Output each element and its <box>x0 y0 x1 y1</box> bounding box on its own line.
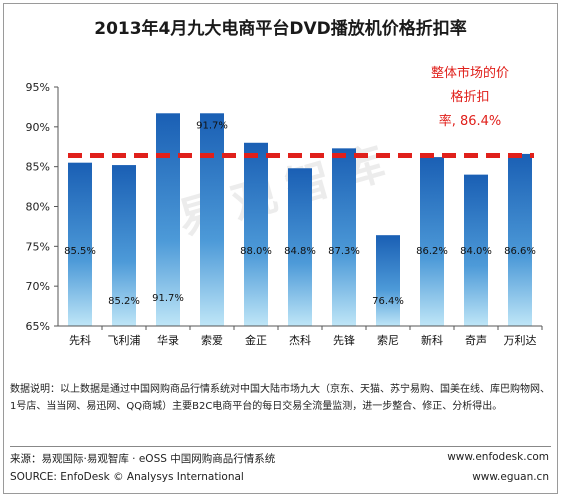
data-note: 数据说明：以上数据是通过中国网购商品行情系统对中国大陆市场九大（京东、天猫、苏宁… <box>10 384 550 412</box>
chart-frame: 2013年4月九大电商平台DVD播放机价格折扣率 易观智库 65% 70% 75% 8… <box>3 3 558 494</box>
value-label: 88.0% <box>240 246 272 257</box>
source-cn: 来源：易观国际·易观智库 · eOSS 中国网购商品行情系统 <box>10 453 276 465</box>
x-category-label: 华录 <box>157 333 179 347</box>
value-label: 86.6% <box>504 246 536 257</box>
annotation-line-1: 整体市场的价 <box>430 66 509 81</box>
bar <box>376 235 400 326</box>
bar <box>508 153 532 326</box>
bar <box>288 168 312 326</box>
bar-chart: 65% 70% 75% 80% 85% 90% 95% 85.5% 85.2% 91.7% 91.… <box>26 81 543 347</box>
value-label: 87.3% <box>328 246 360 257</box>
value-label: 85.2% <box>108 296 140 307</box>
x-category-label: 先锋 <box>333 334 355 347</box>
source-en: SOURCE: EnfoDesk © Analysys Internationa… <box>10 471 244 483</box>
bars <box>68 113 532 326</box>
bar <box>200 113 224 326</box>
site-eguan: www.eguan.cn <box>472 471 549 483</box>
value-label: 76.4% <box>372 296 404 307</box>
bar <box>464 174 488 326</box>
overall-discount-annotation: 整体市场的价 格折扣 率, 86.4% <box>400 62 540 134</box>
footer-divider <box>10 446 551 447</box>
y-tick-label: 80% <box>26 201 50 214</box>
y-tick-label: 65% <box>26 320 50 333</box>
y-tick-label: 95% <box>26 81 50 94</box>
site-enfodesk: www.enfodesk.com <box>447 451 549 463</box>
y-tick-label: 90% <box>26 121 50 134</box>
x-category-label: 飞利浦 <box>108 334 141 347</box>
value-label: 84.8% <box>284 246 316 257</box>
bar <box>112 165 136 326</box>
bar <box>332 148 356 326</box>
x-category-label: 索爱 <box>201 333 223 347</box>
bar <box>244 142 268 326</box>
x-category-label: 先科 <box>69 333 91 347</box>
value-label: 84.0% <box>460 246 492 257</box>
bar <box>68 162 92 326</box>
y-axis: 65% 70% 75% 80% 85% 90% 95% <box>26 81 59 333</box>
y-tick-label: 85% <box>26 161 50 174</box>
value-label: 85.5% <box>64 246 96 257</box>
x-category-label: 金正 <box>245 333 267 347</box>
annotation-line-3: 率, 86.4% <box>438 114 502 129</box>
bar <box>156 113 180 326</box>
value-labels: 85.5% 85.2% 91.7% 91.7% 88.0% 84.8% 87.3% 76.4%… <box>64 120 536 307</box>
x-category-label: 索尼 <box>377 333 399 347</box>
y-tick-label: 75% <box>26 240 50 253</box>
chart-title: 2013年4月九大电商平台DVD播放机价格折扣率 <box>94 19 467 39</box>
x-category-label: 新科 <box>421 333 443 347</box>
x-category-label: 杰科 <box>289 333 311 347</box>
x-axis: 先科 飞利浦 华录 索爱 金正 杰科 先锋 索尼 新科 奇声 万利达 <box>58 325 543 347</box>
x-category-label: 万利达 <box>504 334 537 347</box>
y-tick-label: 70% <box>26 280 50 293</box>
bar <box>420 157 444 326</box>
annotation-line-2: 格折扣 <box>450 90 490 105</box>
value-label: 91.7% <box>196 120 228 131</box>
value-label: 86.2% <box>416 246 448 257</box>
x-category-label: 奇声 <box>465 333 487 347</box>
value-label: 91.7% <box>152 293 184 304</box>
